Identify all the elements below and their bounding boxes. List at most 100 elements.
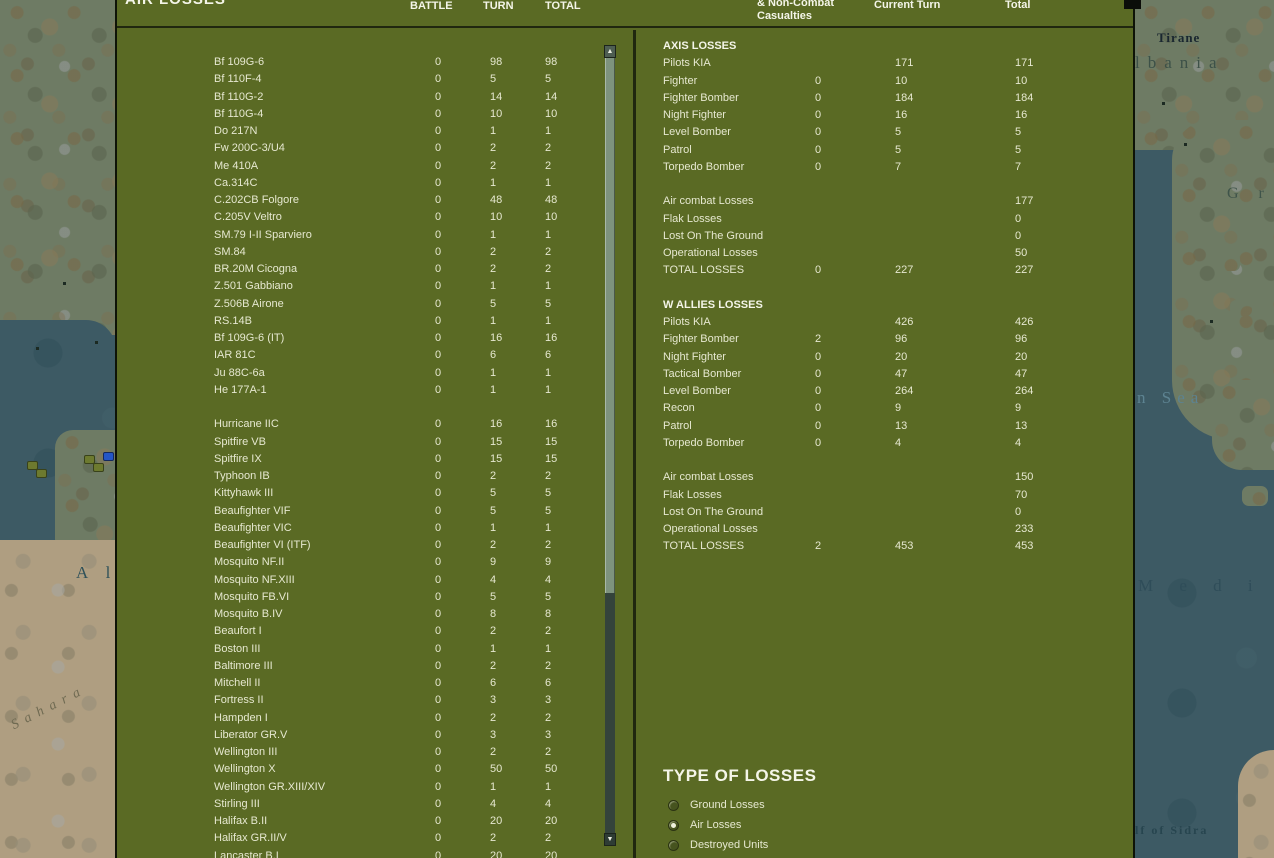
total-value: 10 — [545, 211, 558, 224]
radio-option-ground-losses[interactable]: Ground Losses — [636, 797, 1137, 817]
unit-counter-axis[interactable] — [36, 469, 47, 478]
turn-value: 14 — [490, 90, 503, 103]
total-value: 1 — [545, 314, 552, 327]
section-gap — [636, 280, 1137, 297]
column-header-noncombat-casualties: & Non-Combat Casualties — [757, 0, 834, 22]
aircraft-name: Mosquito FB.VI — [214, 590, 290, 603]
table-row: Baltimore III 0 2 2 — [117, 658, 597, 675]
unit-counter-axis[interactable] — [84, 455, 95, 464]
radio-selected-icon[interactable] — [668, 820, 679, 831]
map-island — [1214, 253, 1240, 271]
total-value: 5 — [1015, 126, 1022, 139]
total-value: 1 — [545, 280, 552, 293]
battle-casualties-value: 2 — [815, 540, 822, 553]
radio-unselected-icon[interactable] — [668, 800, 679, 811]
total-value: 2 — [545, 746, 552, 758]
unit-counter-axis[interactable] — [93, 463, 104, 472]
current-turn-value: 171 — [895, 57, 914, 70]
total-value: 453 — [1015, 540, 1034, 553]
total-value: 2 — [545, 142, 552, 155]
losses-row: Torpedo Bomber 0 4 4 — [636, 435, 1137, 452]
turn-value: 1 — [490, 521, 497, 534]
table-row: Ju 88C-6a 0 1 1 — [117, 365, 597, 382]
turn-value: 15 — [490, 452, 503, 465]
table-spacer — [117, 399, 597, 416]
battle-value: 0 — [435, 694, 442, 707]
losses-row: Pilots KIA 171 171 — [636, 55, 1137, 72]
aircraft-name: Beaufighter VIC — [214, 521, 292, 534]
total-value: 227 — [1015, 264, 1034, 277]
aircraft-name: Mosquito NF.XIII — [214, 573, 295, 586]
unit-counter-allied[interactable] — [103, 452, 114, 461]
aircraft-name: Bf 110G-4 — [214, 107, 264, 120]
aircraft-name: Beaufort I — [214, 625, 262, 638]
turn-value: 4 — [490, 573, 497, 586]
turn-value: 1 — [490, 176, 497, 189]
battle-value: 0 — [435, 383, 442, 396]
battle-value: 0 — [435, 56, 442, 68]
loss-category-label: Patrol — [663, 143, 692, 156]
table-row: SM.79 I-II Sparviero 0 1 1 — [117, 227, 597, 244]
aircraft-name: Hampden I — [214, 711, 268, 724]
loss-category-label: Torpedo Bomber — [663, 436, 745, 449]
battle-value: 0 — [435, 73, 442, 86]
table-row: Beaufighter VI (ITF) 0 2 2 — [117, 537, 597, 554]
total-value: 0 — [1015, 229, 1022, 242]
table-row: Beaufort I 0 2 2 — [117, 623, 597, 640]
total-value: 1 — [545, 642, 552, 655]
table-row: Spitfire VB 0 15 15 — [117, 434, 597, 451]
battle-value: 0 — [435, 556, 442, 569]
total-value: 1 — [545, 780, 552, 793]
radio-option-label[interactable]: Air Losses — [690, 819, 742, 831]
unit-counter-axis[interactable] — [27, 461, 38, 470]
total-value: 96 — [1015, 333, 1028, 346]
losses-row: TOTAL LOSSES 0 227 227 — [636, 262, 1137, 279]
aircraft-name: Halifax B.II — [214, 815, 268, 827]
radio-option-label[interactable]: Ground Losses — [690, 799, 765, 811]
aircraft-name: Z.506B Airone — [214, 297, 284, 310]
total-value: 177 — [1015, 195, 1034, 208]
aircraft-name: RS.14B — [214, 314, 252, 327]
radio-option-air-losses[interactable]: Air Losses — [636, 817, 1137, 837]
table-row: C.205V Veltro 0 10 10 — [117, 209, 597, 226]
total-value: 3 — [545, 694, 552, 707]
aircraft-name: Mitchell II — [214, 677, 261, 689]
radio-option-label[interactable]: Destroyed Units — [690, 839, 769, 851]
loss-category-label: Night Fighter — [663, 109, 726, 121]
losses-section-title: W ALLIES LOSSES — [636, 297, 1137, 314]
loss-category-label: Flak Losses — [663, 488, 722, 501]
loss-category-label: Pilots KIA — [663, 316, 711, 328]
scroll-up-arrow-icon[interactable]: ▲ — [604, 45, 616, 58]
battle-value: 0 — [435, 832, 442, 845]
loss-category-label: Night Fighter — [663, 350, 726, 363]
radio-option-destroyed-units[interactable]: Destroyed Units — [636, 837, 1137, 857]
scroll-down-arrow-icon[interactable]: ▼ — [604, 833, 616, 846]
total-value: 5 — [545, 487, 552, 500]
battle-value: 0 — [435, 711, 442, 724]
loss-category-label: Recon — [663, 402, 695, 415]
radio-unselected-icon[interactable] — [668, 840, 679, 851]
turn-value: 6 — [490, 349, 497, 362]
turn-value: 1 — [490, 642, 497, 655]
scrollbar-track[interactable] — [605, 593, 615, 833]
scrollbar-thumb[interactable] — [605, 58, 615, 593]
aircraft-name: Wellington GR.XIII/XIV — [214, 780, 326, 793]
battle-value: 0 — [435, 625, 442, 638]
town-dot — [1184, 143, 1187, 146]
battle-value: 0 — [435, 487, 442, 500]
map-left-edge[interactable]: A l Sahara — [0, 0, 116, 858]
table-row: Bf 109G-6 0 98 98 — [117, 54, 597, 71]
battle-value: 0 — [435, 142, 442, 155]
map-right-edge[interactable]: Tirane lbania G r n Sea M e d i t lf of … — [1134, 0, 1274, 858]
scrollbar[interactable]: ▲ ▼ — [604, 45, 616, 846]
panel-header: AIR LOSSES BATTLE TURN TOTAL & Non-Comba… — [117, 0, 1141, 28]
loss-category-label: Fighter Bomber — [663, 91, 739, 104]
current-turn-value: 47 — [895, 367, 908, 380]
loss-category-label: Torpedo Bomber — [663, 160, 745, 173]
total-value: 70 — [1015, 488, 1028, 501]
table-row: Halifax GR.II/V 0 2 2 — [117, 830, 597, 847]
losses-row: Torpedo Bomber 0 7 7 — [636, 159, 1137, 176]
aircraft-name: Wellington X — [214, 763, 276, 776]
losses-section-title-text: AXIS LOSSES — [663, 40, 737, 52]
losses-summary-rows: AXIS LOSSES Pilots KIA 171 171 Fighter 0 10 10 F… — [636, 38, 1137, 556]
